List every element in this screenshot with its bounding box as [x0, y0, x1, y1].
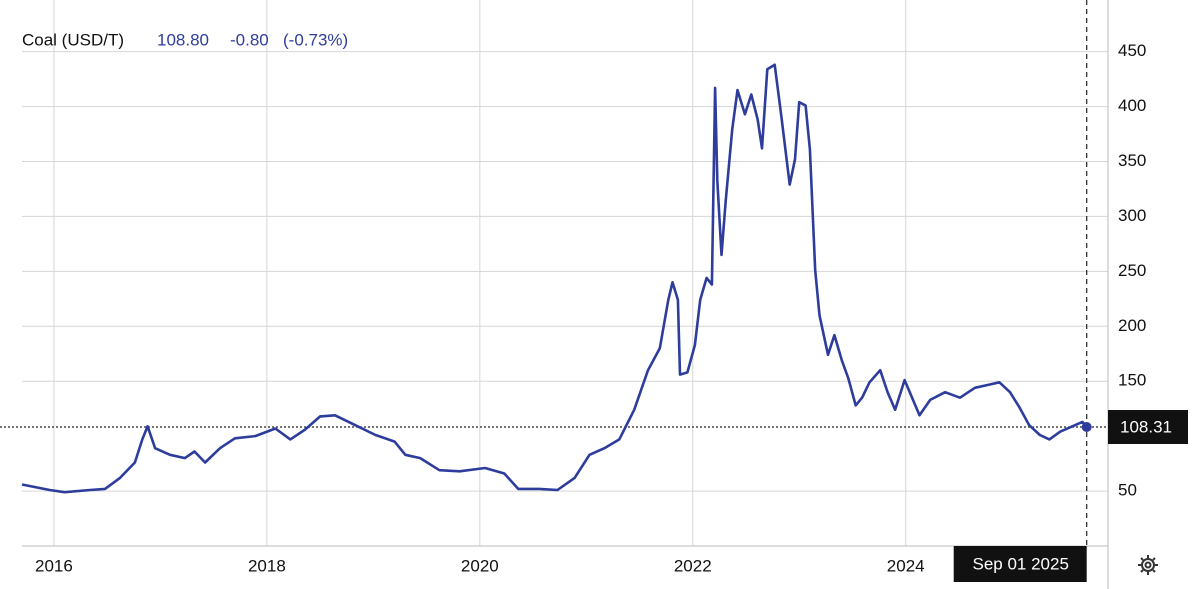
x-tick-label: 2016 [35, 556, 73, 575]
y-tick-label: 150 [1118, 371, 1146, 390]
instrument-name: Coal (USD/T) [22, 30, 124, 49]
change: -0.80 [230, 30, 269, 49]
y-tick-label: 50 [1118, 481, 1137, 500]
price-line [21, 63, 1088, 494]
price: 108.80 [157, 30, 209, 49]
settings-icon[interactable] [1138, 555, 1158, 575]
grid [22, 0, 1108, 546]
y-tick-label: 400 [1118, 96, 1146, 115]
change-percent: (-0.73%) [283, 30, 348, 49]
x-tick-label: 2024 [887, 556, 925, 575]
y-tick-label: 350 [1118, 151, 1146, 170]
y-tick-label: 300 [1118, 206, 1146, 225]
crosshair-date-label: Sep 01 2025 [972, 554, 1068, 573]
y-tick-label: 250 [1118, 261, 1146, 280]
x-tick-label: 2018 [248, 556, 286, 575]
x-tick-label: 2022 [674, 556, 712, 575]
crosshair-date-box [953, 546, 1087, 582]
crosshair-value-label: 108.31 [1120, 417, 1172, 436]
y-tick-label: 450 [1118, 41, 1146, 60]
y-tick-label: 200 [1118, 316, 1146, 335]
crosshair-value-box [1108, 410, 1188, 445]
last-point [1081, 422, 1092, 433]
x-tick-label: 2020 [461, 556, 499, 575]
